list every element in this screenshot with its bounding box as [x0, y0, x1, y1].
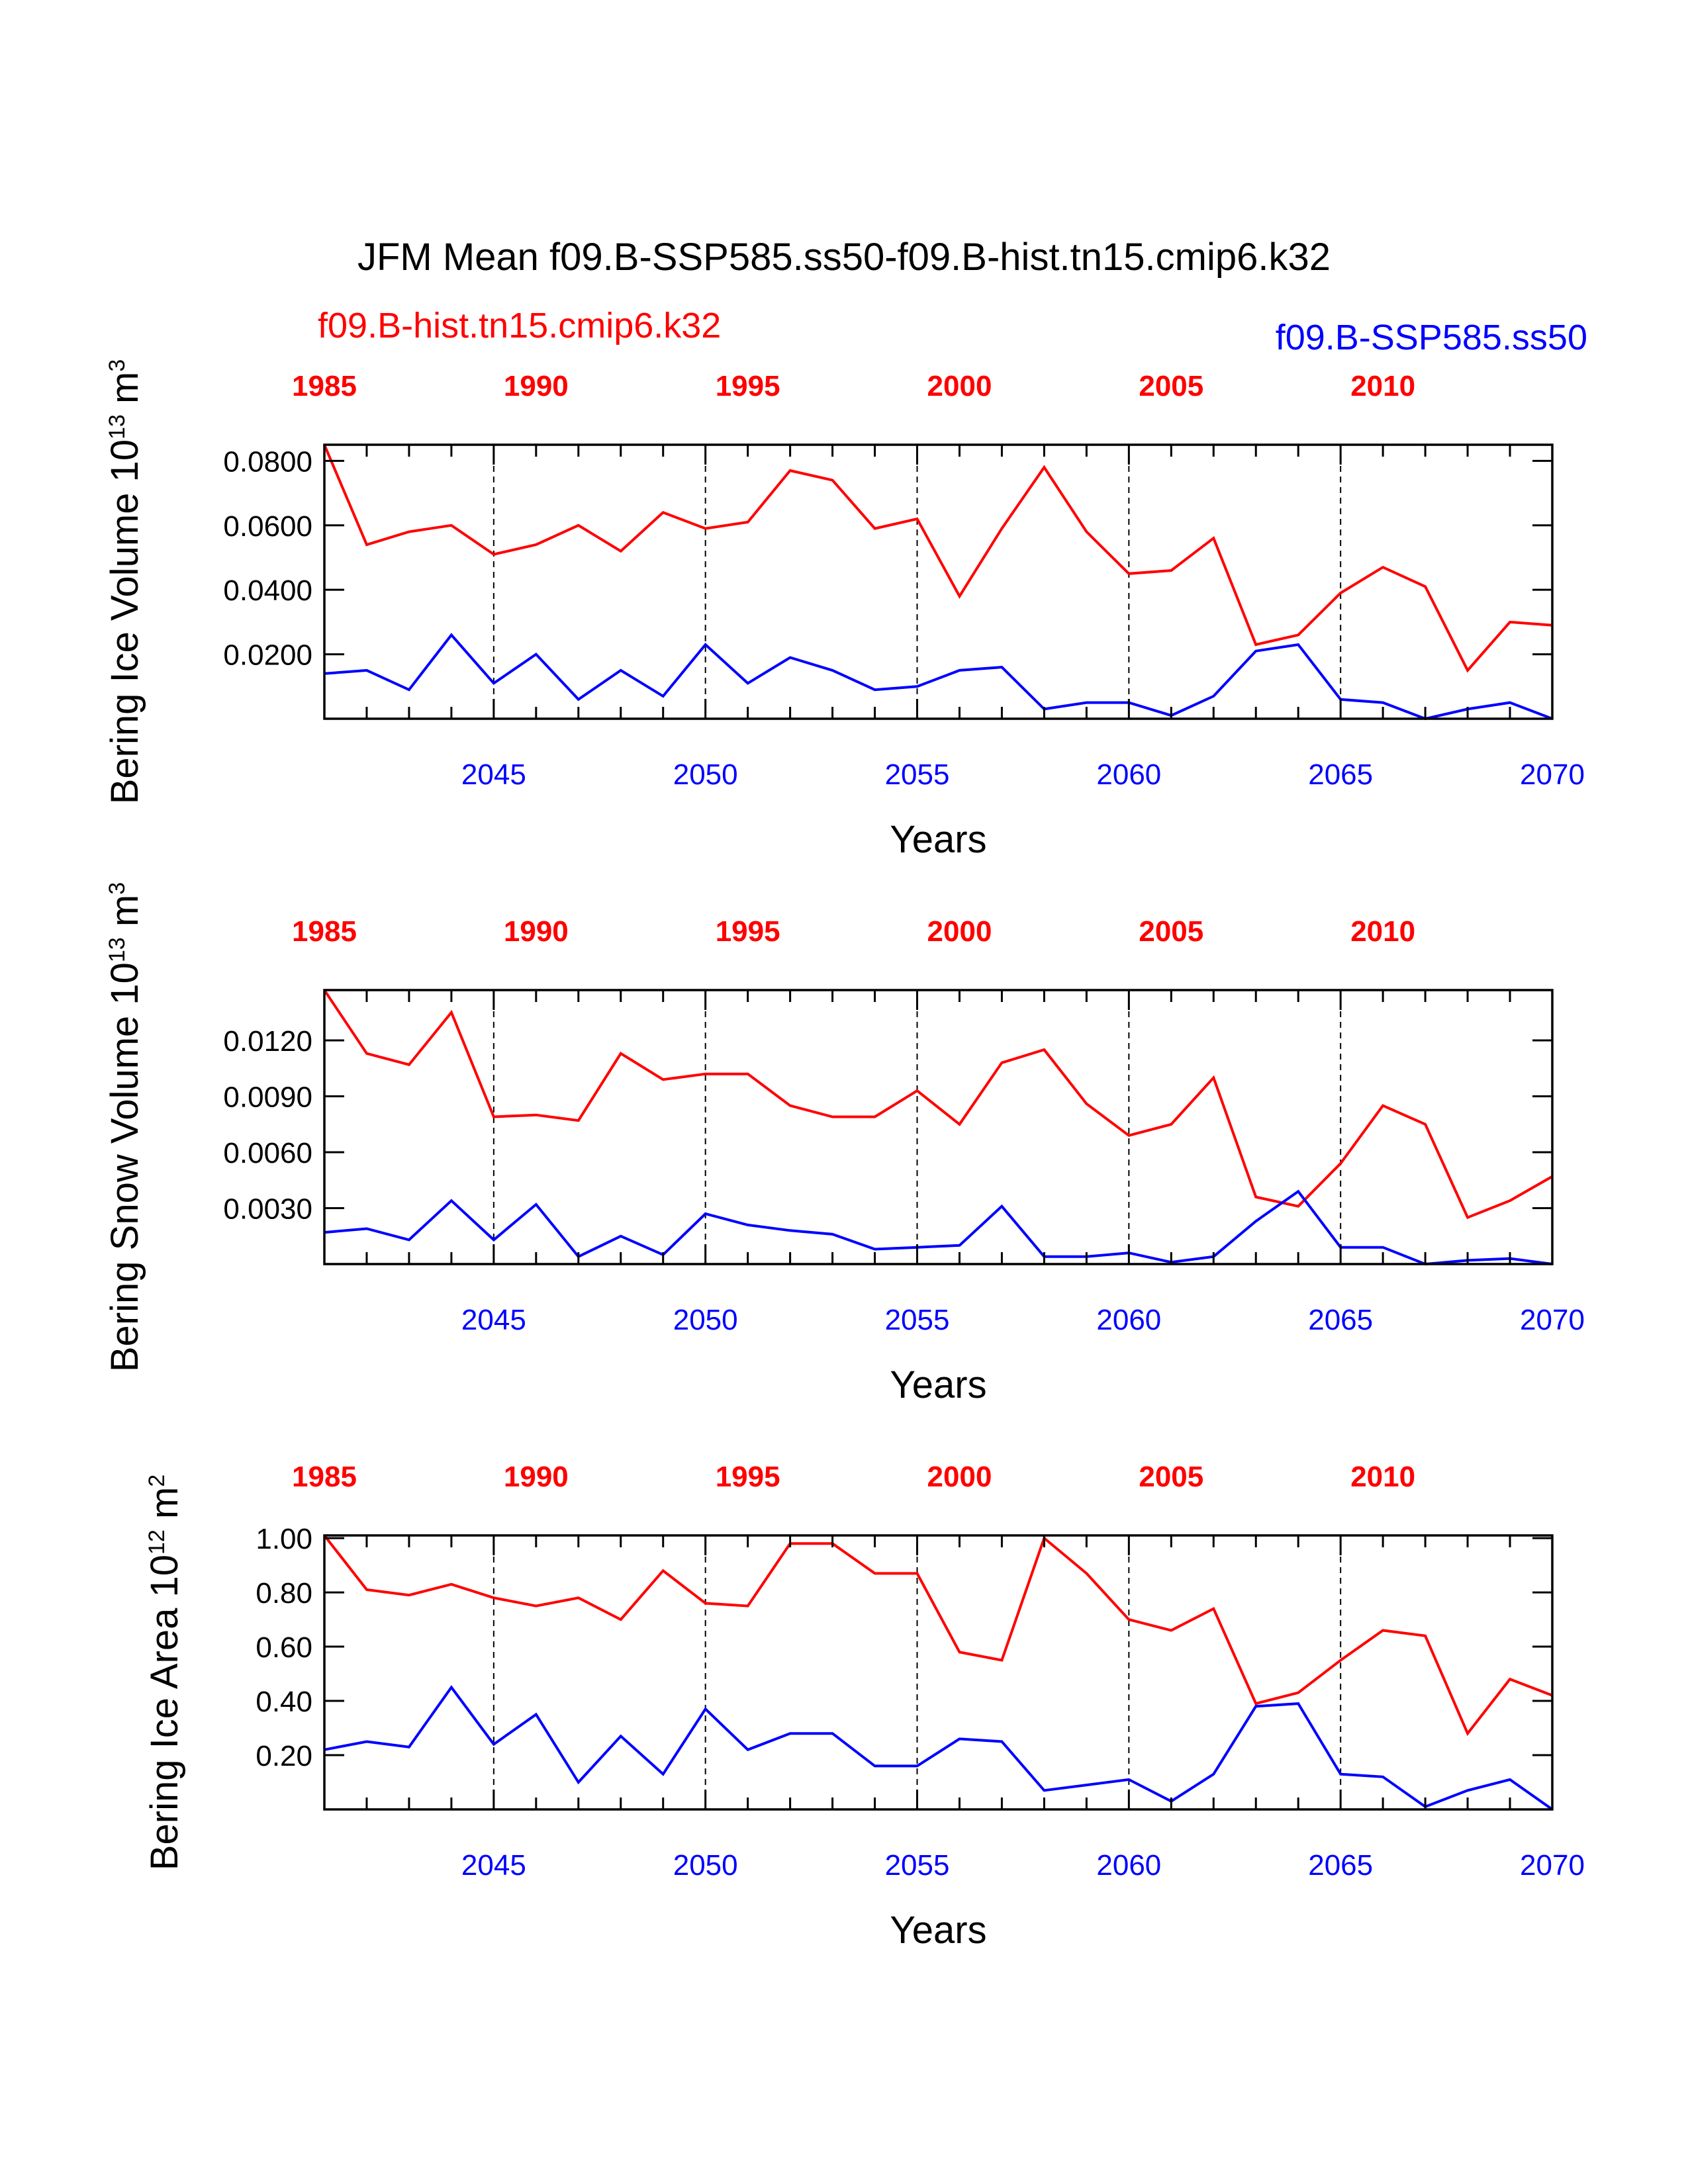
bottom-tick-label: 2050: [673, 1304, 738, 1336]
top-tick-label: 2000: [927, 915, 992, 948]
top-tick-label: 2000: [927, 1461, 992, 1493]
y-tick-label: 0.0600: [223, 510, 312, 543]
y-tick-label: 0.60: [256, 1631, 312, 1664]
bottom-tick-label: 2055: [885, 758, 950, 791]
y-tick-label: 0.0200: [223, 639, 312, 672]
bottom-tick-label: 2065: [1308, 758, 1373, 791]
top-tick-label: 1985: [292, 1461, 357, 1493]
bottom-tick-label: 2070: [1520, 758, 1585, 791]
bottom-tick-label: 2055: [885, 1849, 950, 1882]
bottom-tick-label: 2065: [1308, 1304, 1373, 1336]
x-axis-label: Years: [890, 1909, 986, 1952]
top-tick-label: 2005: [1139, 370, 1203, 402]
series-ssp585-line: [324, 633, 1553, 721]
y-tick-label: 0.0800: [223, 445, 312, 478]
x-axis-label: Years: [890, 1363, 986, 1406]
legend-ssp-label: f09.B-SSP585.ss50: [1276, 318, 1587, 357]
x-axis-label: Years: [890, 818, 986, 861]
panels: 2045 2050 2055 2060 2065 2070 1985 1990 1995 2000…: [103, 359, 1585, 1952]
plot-frame: [323, 1534, 1554, 1811]
bottom-tick-label: 2060: [1096, 758, 1161, 791]
y-axis-label: Bering Ice Area 1012 m2: [143, 1475, 186, 1870]
bottom-tick-label: 2045: [461, 1849, 526, 1882]
plot-frame: [323, 443, 1554, 720]
bottom-tick-label: 2050: [673, 1849, 738, 1882]
y-tick-label: 0.0090: [223, 1081, 312, 1114]
bottom-tick-label: 2060: [1096, 1849, 1161, 1882]
y-axis-label: Bering Ice Volume 1013 m3: [103, 359, 146, 805]
figure-title: JFM Mean f09.B-SSP585.ss50-f09.B-hist.tn…: [357, 236, 1331, 279]
y-tick-label: 0.40: [256, 1686, 312, 1718]
panel-3: 2045 2050 2055 2060 2065 2070 1985 1990 1995 2000…: [143, 1461, 1585, 1952]
bottom-tick-label: 2045: [461, 758, 526, 791]
top-tick-label: 1995: [716, 915, 780, 948]
bottom-tick-label: 2055: [885, 1304, 950, 1336]
y-tick-label: 1.00: [256, 1523, 312, 1555]
series-ssp585-line: [324, 1685, 1554, 1811]
top-tick-label: 2010: [1350, 915, 1415, 948]
y-tick-label: 0.0400: [223, 574, 312, 607]
top-tick-label: 1985: [292, 915, 357, 948]
top-tick-label: 2000: [927, 370, 992, 402]
bottom-tick-label: 2070: [1520, 1849, 1585, 1882]
panel-1: 2045 2050 2055 2060 2065 2070 1985 1990 1995 2000…: [103, 359, 1585, 861]
panel-2: 2045 2050 2055 2060 2065 2070 1985 1990 1995 2000…: [103, 882, 1585, 1406]
bottom-tick-label: 2060: [1096, 1304, 1161, 1336]
series-hist-line: [323, 1534, 1553, 1737]
series-hist-line: [323, 444, 1553, 673]
bottom-tick-label: 2045: [461, 1304, 526, 1336]
series-ssp585-line: [324, 1189, 1553, 1266]
series-hist-line: [323, 989, 1553, 1220]
y-tick-label: 0.80: [256, 1577, 312, 1610]
plot-frame: [323, 989, 1554, 1265]
top-tick-label: 1985: [292, 370, 357, 402]
y-tick-label: 0.20: [256, 1740, 312, 1772]
legend-hist-label: f09.B-hist.tn15.cmip6.k32: [318, 306, 721, 345]
top-tick-label: 1990: [504, 1461, 569, 1493]
y-tick-label: 0.0030: [223, 1193, 312, 1226]
top-tick-label: 1990: [504, 370, 569, 402]
y-tick-label: 0.0120: [223, 1025, 312, 1058]
top-tick-label: 2010: [1350, 370, 1415, 402]
top-tick-label: 2005: [1139, 915, 1203, 948]
top-tick-label: 1995: [716, 370, 780, 402]
top-tick-label: 2005: [1139, 1461, 1203, 1493]
top-tick-label: 2010: [1350, 1461, 1415, 1493]
y-axis-label: Bering Snow Volume 1013 m3: [103, 882, 146, 1372]
y-tick-label: 0.0060: [223, 1137, 312, 1169]
bottom-tick-label: 2065: [1308, 1849, 1373, 1882]
top-tick-label: 1995: [716, 1461, 780, 1493]
top-tick-label: 1990: [504, 915, 569, 948]
bottom-tick-label: 2050: [673, 758, 738, 791]
bottom-tick-label: 2070: [1520, 1304, 1585, 1336]
